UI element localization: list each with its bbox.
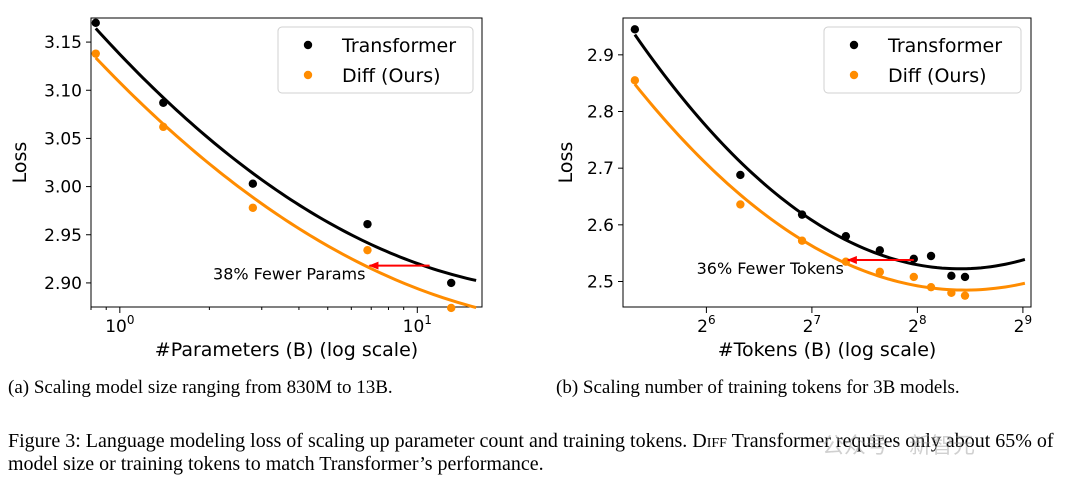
data-point-transformer [91, 18, 100, 28]
data-point-transformer [909, 254, 918, 264]
figure-caption-pre: Figure 3: Language modeling loss of scal… [8, 430, 693, 452]
caption-b: (b) Scaling number of training tokens fo… [556, 377, 960, 398]
y-tick-label: 2.6 [587, 216, 614, 236]
figure-caption-diff: Diff [692, 430, 727, 452]
fit-line-transformer [94, 27, 477, 282]
fit-line-transformer [633, 33, 1026, 271]
legend: Transformer Diff (Ours) [277, 26, 474, 94]
x-axis-label: #Tokens (B) (log scale) [718, 339, 937, 361]
data-point-transformer [947, 271, 956, 281]
fit-line-diff [94, 56, 477, 309]
y-axis-label: Loss [555, 142, 577, 184]
x-tick-label: 28 [908, 313, 926, 337]
y-tick-label: 2.7 [587, 159, 614, 179]
data-point-transformer [797, 210, 807, 219]
data-point-transformer [841, 231, 851, 241]
annotation-text: 36% Fewer Tokens [697, 259, 844, 278]
caption-a: (a) Scaling model size ranging from 830M… [8, 377, 393, 398]
data-point-diff [947, 288, 956, 298]
y-tick-label: 2.95 [44, 226, 82, 246]
legend: Transformer Diff (Ours) [823, 26, 1022, 94]
data-point-transformer [630, 25, 640, 34]
y-axis-label: Loss [9, 142, 31, 184]
legend-box [277, 26, 474, 94]
x-tick-label: 29 [1014, 313, 1032, 337]
chart-parameters: 2.90 2.95 3.00 3.05 3.10 3.15 100 101#Parameter… [9, 17, 483, 361]
data-point-diff [630, 76, 640, 85]
legend-marker-diff [303, 70, 313, 80]
data-point-diff [91, 49, 100, 58]
data-point-transformer [248, 179, 258, 188]
y-tick-label: 2.8 [587, 103, 614, 123]
y-tick-label: 2.5 [587, 273, 614, 293]
fit-line-diff [633, 83, 1026, 292]
figure-caption: Figure 3: Language modeling loss of scal… [8, 430, 1072, 476]
x-tick-label: 26 [697, 313, 715, 337]
legend-marker-transformer [303, 40, 313, 50]
data-point-diff [248, 203, 258, 212]
data-point-transformer [875, 246, 885, 255]
y-tick-label: 3.15 [44, 33, 82, 53]
y-tick-label: 2.90 [44, 274, 82, 294]
watermark: 公众号 · 新智元 [822, 434, 975, 459]
data-point-transformer [736, 170, 745, 180]
plot-frame [622, 17, 1032, 308]
data-point-transformer [363, 219, 372, 229]
data-point-diff [446, 303, 456, 313]
data-point-transformer [926, 251, 936, 261]
plot-frame [90, 17, 483, 308]
legend-marker-transformer [849, 40, 859, 50]
data-point-transformer [960, 272, 970, 282]
y-tick-label: 3.00 [44, 178, 82, 198]
data-point-diff [797, 236, 807, 245]
legend-label-transformer: Transformer [341, 35, 456, 57]
data-point-diff [875, 267, 885, 277]
x-tick-label: 101 [403, 313, 432, 337]
data-point-diff [960, 291, 970, 300]
data-point-diff [926, 282, 936, 292]
legend-label-diff: Diff (Ours) [888, 65, 987, 87]
chart-tokens: 2.5 2.6 2.7 2.8 2.9 26 27 28 29 #Tokens (B) (log … [555, 17, 1032, 361]
data-point-transformer [159, 98, 168, 107]
y-tick-label: 2.9 [587, 46, 614, 66]
y-tick-label: 3.10 [44, 81, 82, 101]
legend-label-diff: Diff (Ours) [342, 65, 441, 87]
legend-label-transformer: Transformer [887, 35, 1002, 57]
x-tick-label: 100 [105, 313, 134, 337]
annotation-text: 38% Fewer Params [213, 265, 365, 284]
data-point-diff [736, 200, 745, 209]
x-axis-label: #Parameters (B) (log scale) [155, 339, 418, 361]
figure-caption-post: Transformer requires only about 65% of m… [8, 430, 1054, 475]
data-point-diff [159, 122, 168, 132]
data-point-diff [363, 245, 372, 255]
y-tick-label: 3.05 [44, 129, 82, 149]
data-point-transformer [446, 278, 456, 288]
legend-marker-diff [849, 70, 859, 80]
data-point-diff [909, 272, 918, 282]
legend-box [823, 26, 1022, 94]
x-tick-label: 27 [803, 313, 821, 337]
